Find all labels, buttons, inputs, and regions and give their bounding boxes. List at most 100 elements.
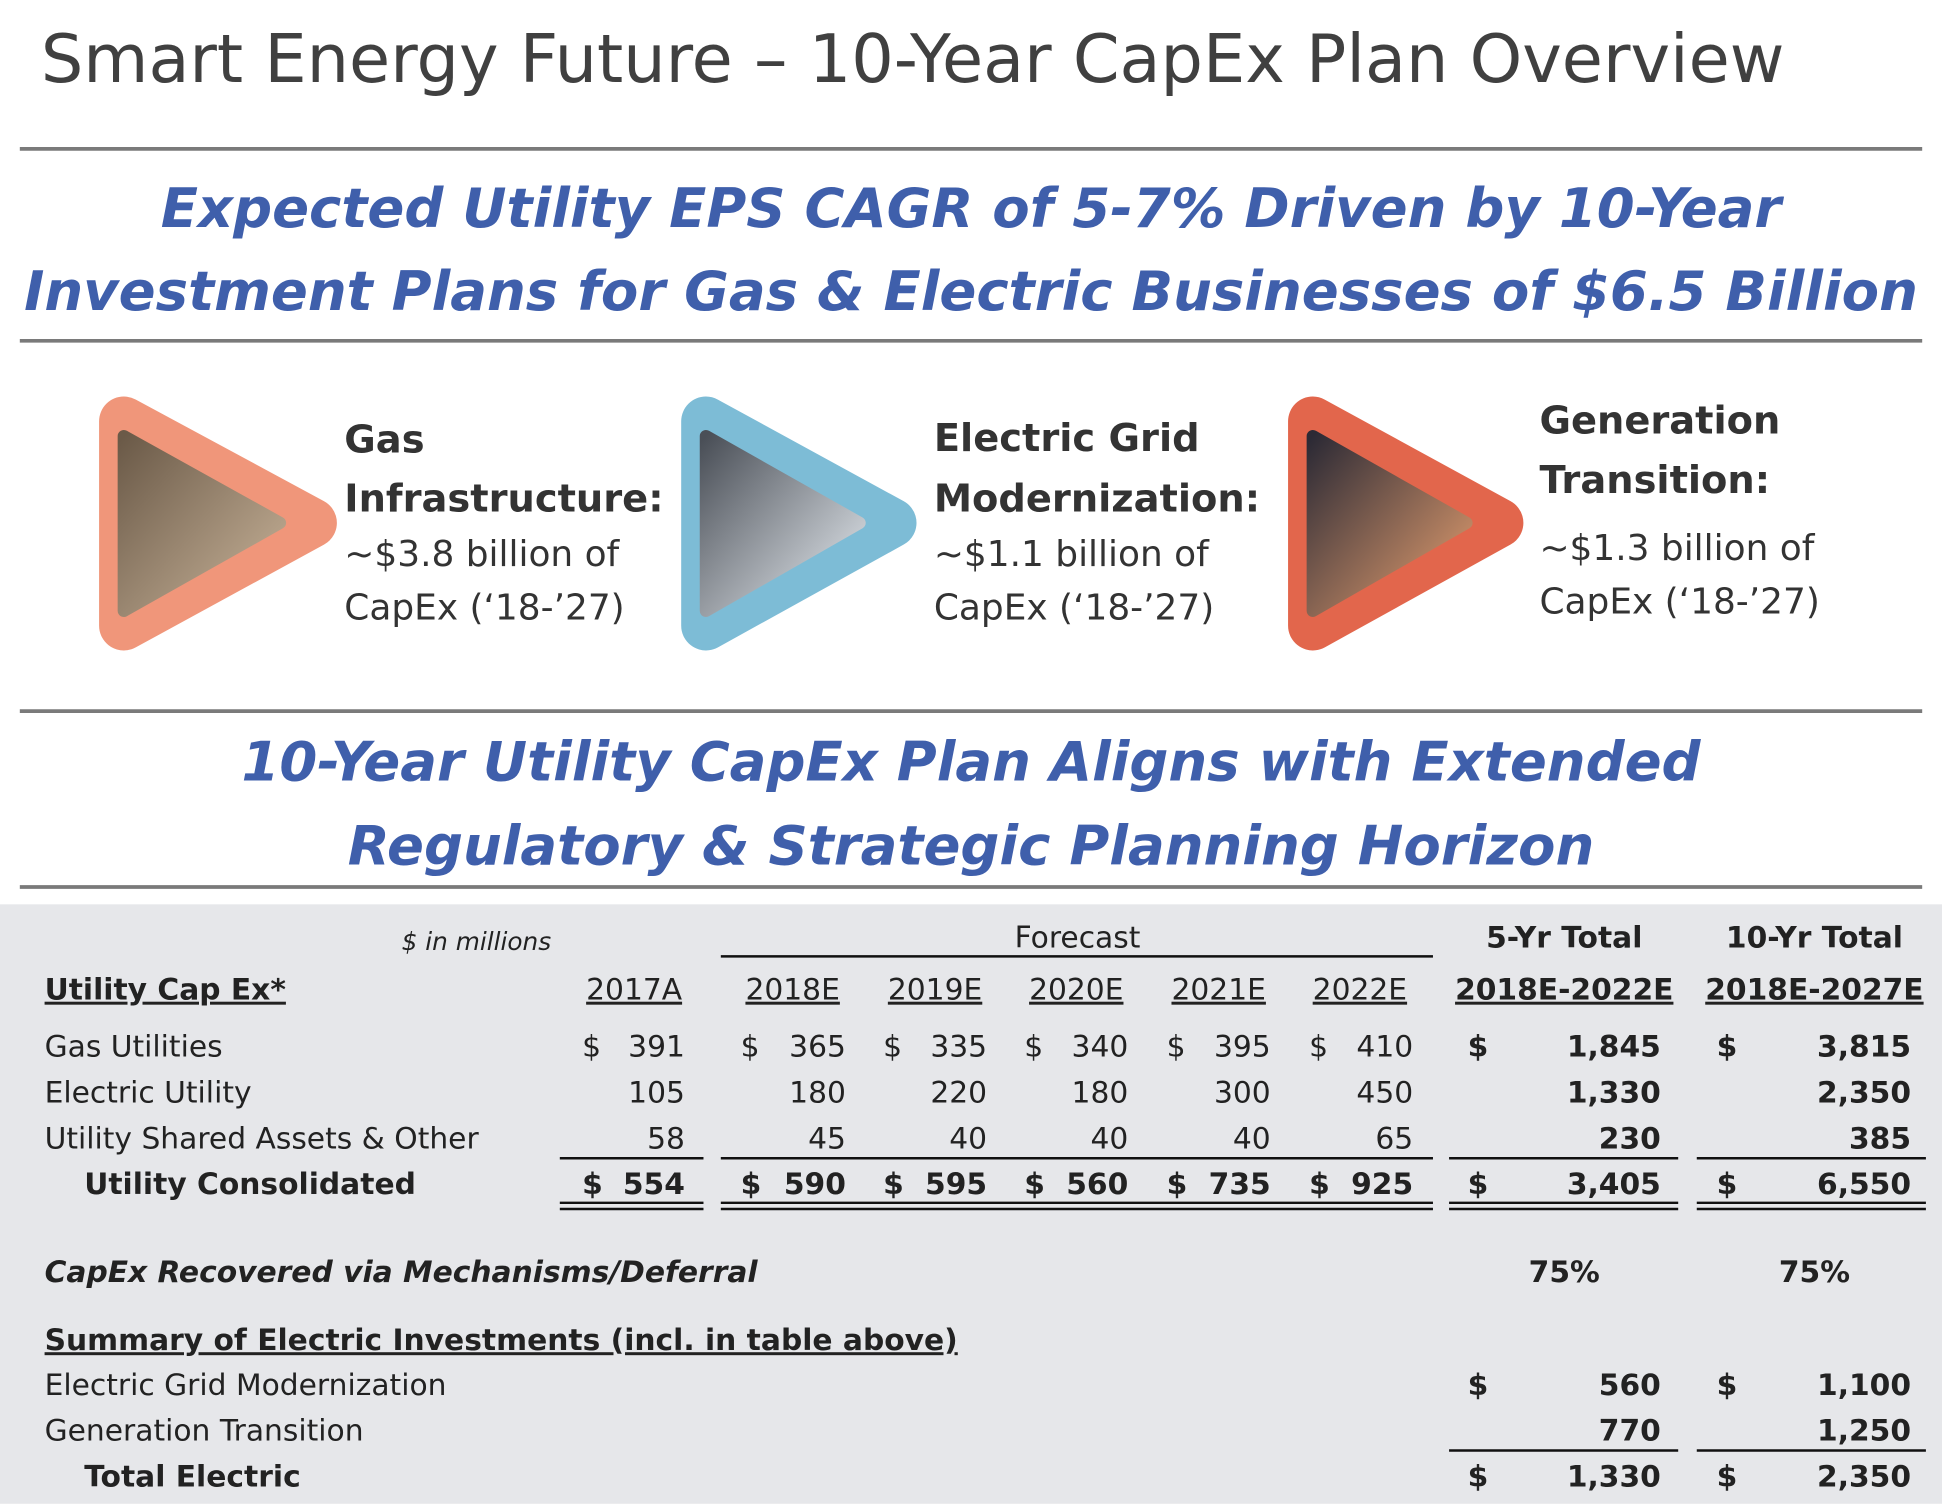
column-header: 2020E <box>1029 973 1123 1008</box>
pillar-text: ~$3.8 billion of <box>344 534 620 575</box>
column-header: 2018E <box>745 973 839 1008</box>
cell: 365 <box>789 1030 846 1065</box>
group-header: 5-Yr Total <box>1486 921 1642 956</box>
cell: 735 <box>1209 1167 1271 1202</box>
currency: $ <box>1167 1167 1188 1202</box>
currency: $ <box>1468 1368 1489 1403</box>
pillar-heading: Generation <box>1539 399 1780 444</box>
currency: $ <box>1309 1030 1328 1065</box>
pillar-text: CapEx (‘18-’27) <box>344 587 624 628</box>
cell: 300 <box>1214 1076 1271 1111</box>
recovery-value: 75% <box>1779 1255 1850 1290</box>
cell: 590 <box>784 1167 846 1202</box>
currency: $ <box>1024 1167 1045 1202</box>
currency: $ <box>1717 1030 1738 1065</box>
currency: $ <box>883 1167 904 1202</box>
row-label: Total Electric <box>84 1459 300 1494</box>
currency: $ <box>1167 1030 1186 1065</box>
row-label: Utility Shared Assets & Other <box>45 1121 480 1156</box>
currency: $ <box>1309 1167 1330 1202</box>
column-header: 2017A <box>586 973 683 1008</box>
column-header: 2022E <box>1313 973 1407 1008</box>
cell: 220 <box>930 1076 987 1111</box>
slide-title: Smart Energy Future – 10-Year CapEx Plan… <box>41 20 1785 98</box>
headline: 10-Year Utility CapEx Plan Aligns with E… <box>241 729 1701 793</box>
cell: 45 <box>808 1121 846 1156</box>
cell: 230 <box>1599 1121 1661 1156</box>
unit-note: $ in millions <box>402 927 552 956</box>
pillar-heading: Infrastructure: <box>344 477 663 522</box>
cell: 105 <box>628 1076 685 1111</box>
cell: 1,100 <box>1817 1368 1911 1403</box>
cell: 3,815 <box>1817 1030 1911 1065</box>
cell: 560 <box>1599 1368 1661 1403</box>
grid-icon <box>681 396 917 651</box>
summary-title: Summary of Electric Investments (incl. i… <box>45 1323 958 1358</box>
row-label: Utility Consolidated <box>84 1167 416 1202</box>
cell: 40 <box>949 1121 987 1156</box>
currency: $ <box>1717 1368 1738 1403</box>
headline: Investment Plans for Gas & Electric Busi… <box>24 259 1918 323</box>
column-header: 2021E <box>1171 973 1265 1008</box>
cell: 391 <box>628 1030 685 1065</box>
currency: $ <box>1468 1459 1489 1494</box>
currency: $ <box>1468 1167 1489 1202</box>
cell: 40 <box>1233 1121 1271 1156</box>
cell: 925 <box>1351 1167 1413 1202</box>
pillar-heading: Electric Grid <box>934 416 1200 461</box>
cell: 560 <box>1066 1167 1128 1202</box>
cell: 1,330 <box>1567 1459 1661 1494</box>
currency: $ <box>1717 1167 1738 1202</box>
pillar-heading: Transition: <box>1539 458 1770 503</box>
pillar-text: ~$1.3 billion of <box>1539 528 1815 569</box>
cell: 6,550 <box>1817 1167 1911 1202</box>
cell: 395 <box>1214 1030 1271 1065</box>
recovery-label: CapEx Recovered via Mechanisms/Deferral <box>45 1255 759 1290</box>
column-header: 2019E <box>888 973 982 1008</box>
recovery-value: 75% <box>1529 1255 1600 1290</box>
cell: 180 <box>1072 1076 1129 1111</box>
cell: 595 <box>925 1167 987 1202</box>
cell: 410 <box>1356 1030 1413 1065</box>
cell: 65 <box>1375 1121 1413 1156</box>
generation-icon <box>1288 396 1524 651</box>
group-header: 10-Yr Total <box>1726 921 1903 956</box>
column-header: 2018E-2027E <box>1705 973 1923 1008</box>
pillar-text: CapEx (‘18-’27) <box>1539 581 1819 622</box>
cell: 1,330 <box>1567 1076 1661 1111</box>
currency: $ <box>883 1030 902 1065</box>
column-header: 2018E-2022E <box>1455 973 1673 1008</box>
cell: 1,845 <box>1567 1030 1661 1065</box>
cell: 385 <box>1849 1121 1911 1156</box>
cell: 340 <box>1072 1030 1129 1065</box>
cell: 180 <box>789 1076 846 1111</box>
cell: 3,405 <box>1567 1167 1661 1202</box>
pillar-text: ~$1.1 billion of <box>934 534 1210 575</box>
currency: $ <box>1717 1459 1738 1494</box>
cell: 770 <box>1599 1414 1661 1449</box>
cell: 554 <box>623 1167 685 1202</box>
currency: $ <box>582 1030 601 1065</box>
cell: 1,250 <box>1817 1414 1911 1449</box>
cell: 40 <box>1090 1121 1128 1156</box>
cell: 2,350 <box>1817 1459 1911 1494</box>
row-label: Gas Utilities <box>45 1030 223 1065</box>
cell: 335 <box>930 1030 987 1065</box>
currency: $ <box>1468 1030 1489 1065</box>
pillar-heading: Modernization: <box>934 477 1260 522</box>
cell: 450 <box>1356 1076 1413 1111</box>
currency: $ <box>1024 1030 1043 1065</box>
cell: 2,350 <box>1817 1076 1911 1111</box>
row-label: Electric Utility <box>45 1076 252 1111</box>
currency: $ <box>582 1167 603 1202</box>
pillar-heading: Gas <box>344 417 424 462</box>
total-double-rule <box>559 1201 1926 1211</box>
pillar-text: CapEx (‘18-’27) <box>934 587 1214 628</box>
cell: 58 <box>647 1121 685 1156</box>
headline: Expected Utility EPS CAGR of 5-7% Driven… <box>161 176 1785 240</box>
currency: $ <box>741 1167 762 1202</box>
group-header: Forecast <box>1015 921 1141 956</box>
row-label: Generation Transition <box>45 1414 364 1449</box>
headline: Regulatory & Strategic Planning Horizon <box>348 814 1595 878</box>
